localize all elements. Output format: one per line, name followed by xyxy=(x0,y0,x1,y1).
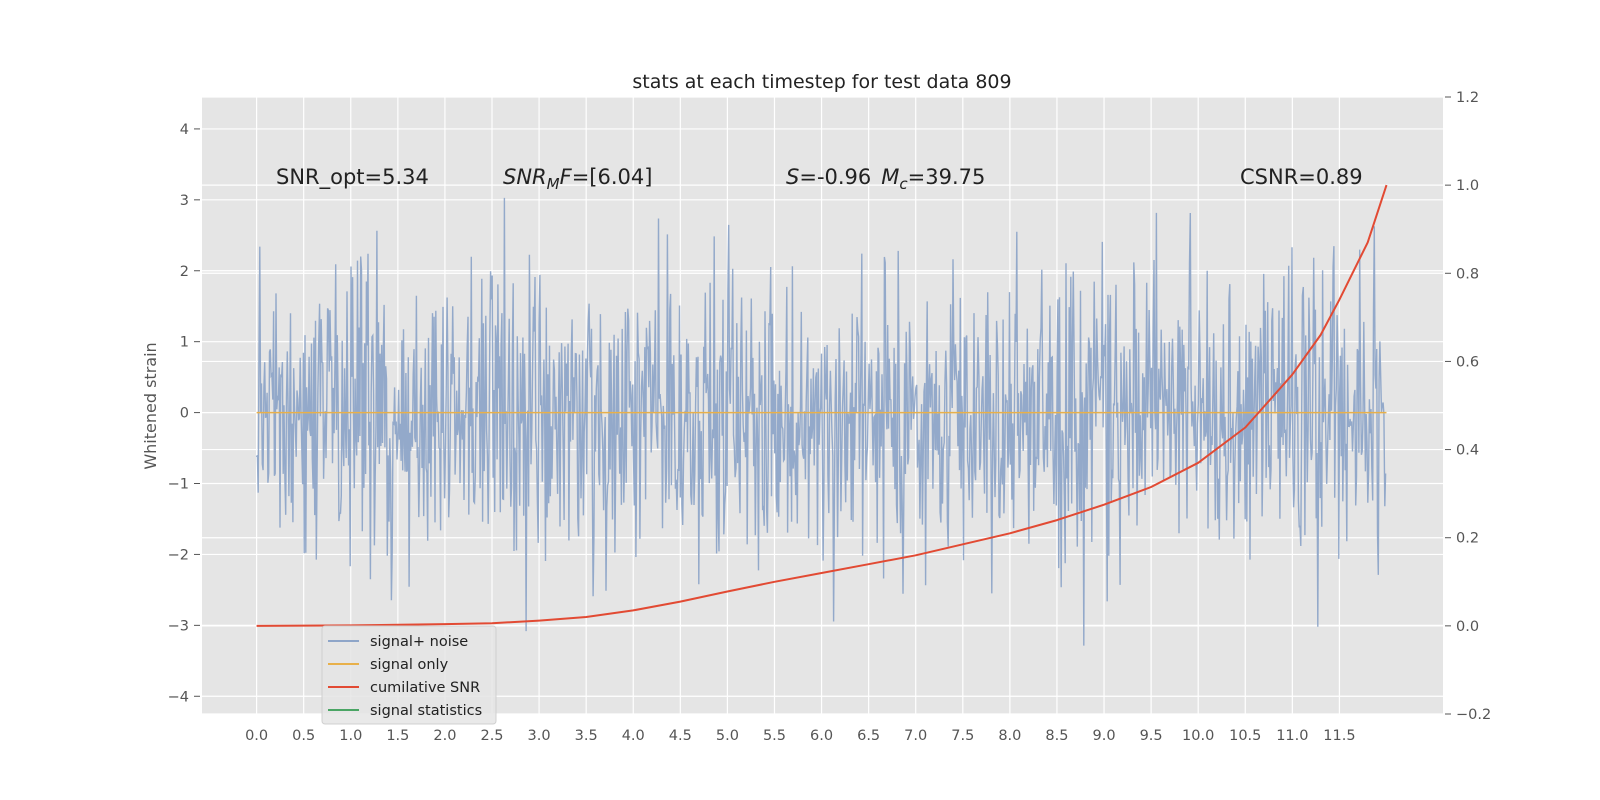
legend-label-signal-noise: signal+ noise xyxy=(370,634,468,650)
x-tick-label: 4.5 xyxy=(669,728,692,744)
x-tick-label: 6.5 xyxy=(857,728,880,744)
y2-tick-label: 0.6 xyxy=(1456,354,1479,370)
y2-tick-label: −0.2 xyxy=(1456,707,1491,723)
x-tick-label: 7.0 xyxy=(904,728,927,744)
x-tick-label: 9.5 xyxy=(1140,728,1163,744)
x-tick-label: 10.5 xyxy=(1229,728,1261,744)
x-tick-label: 6.0 xyxy=(810,728,833,744)
y2-tick-label: 1.2 xyxy=(1456,90,1479,106)
s-value: =-0.96 xyxy=(799,165,871,189)
y-tick-label: −2 xyxy=(168,547,189,563)
series-cumulative-snr xyxy=(256,184,1388,627)
x-tick-label: 5.0 xyxy=(716,728,739,744)
x-tick-label: 9.0 xyxy=(1093,728,1116,744)
mc-symbol: M xyxy=(881,165,899,189)
y-tick-label: −3 xyxy=(168,618,189,634)
y-tick-label: 1 xyxy=(180,335,189,351)
y-tick-label: 3 xyxy=(180,193,189,209)
annotation-csnr: CSNR=0.89 xyxy=(1240,165,1363,189)
x-tick-label: 8.5 xyxy=(1045,728,1068,744)
legend: signal+ noise signal only cumilative SNR… xyxy=(321,625,497,725)
snr-mf-symbol: SNR xyxy=(503,165,547,189)
series-signal-noise xyxy=(255,197,1387,646)
y-tick-label: 4 xyxy=(180,122,189,138)
y-tick-label: 0 xyxy=(180,406,189,422)
x-tick-label: 4.0 xyxy=(622,728,645,744)
legend-box xyxy=(321,625,497,725)
cumulative-snr-line xyxy=(256,184,1388,627)
y-tick-label: −4 xyxy=(168,689,189,705)
x-tick-label: 1.0 xyxy=(339,728,362,744)
x-tick-label: 3.0 xyxy=(528,728,551,744)
axis-ticks: 0.0 0.5 1.0 1.5 2.0 2.5 3.0 3.5 4.0 4.5 5.0 5.5 6.0 6… xyxy=(168,90,1492,744)
s-symbol: S xyxy=(786,165,799,189)
annotation-snr-opt: SNR_opt=5.34 xyxy=(276,165,429,190)
snr-mf-value: =[6.04] xyxy=(572,165,653,189)
y2-tick-label: 1.0 xyxy=(1456,178,1479,194)
y2-tick-label: 0.4 xyxy=(1456,443,1479,459)
y-tick-label: −1 xyxy=(168,477,189,493)
chart-title: stats at each timestep for test data 809 xyxy=(632,71,1011,93)
y2-tick-label: 0.0 xyxy=(1456,619,1479,635)
x-tick-label: 2.0 xyxy=(433,728,456,744)
x-tick-label: 1.5 xyxy=(386,728,409,744)
x-tick-label: 3.5 xyxy=(575,728,598,744)
x-tick-label: 11.5 xyxy=(1323,728,1355,744)
snr-mf-subscript: M xyxy=(547,175,560,193)
x-tick-label: 0.5 xyxy=(292,728,315,744)
mc-value: =39.75 xyxy=(908,165,986,189)
snr-mf-f: F xyxy=(560,165,573,189)
legend-label-signal-statistics: signal statistics xyxy=(370,703,482,719)
x-tick-label: 2.5 xyxy=(480,728,503,744)
mc-subscript: c xyxy=(899,175,908,193)
x-tick-label: 10.0 xyxy=(1182,728,1214,744)
y2-tick-label: 0.2 xyxy=(1456,531,1479,547)
signal-noise-line xyxy=(255,197,1387,646)
annotation-snr-mf: SNRMF=[6.04] xyxy=(503,165,652,193)
x-tick-label: 8.0 xyxy=(998,728,1021,744)
legend-label-cumulative-snr: cumilative SNR xyxy=(370,680,480,696)
y2-tick-label: 0.8 xyxy=(1456,266,1479,282)
legend-label-signal-only: signal only xyxy=(370,657,449,673)
y-tick-label: 2 xyxy=(180,264,189,280)
x-tick-label: 5.5 xyxy=(763,728,786,744)
annotation-s-mc: S=-0.96 Mc=39.75 xyxy=(786,165,985,193)
x-tick-label: 7.5 xyxy=(951,728,974,744)
x-tick-label: 11.0 xyxy=(1276,728,1308,744)
y-axis-label: Whitened strain xyxy=(141,342,160,469)
x-tick-label: 0.0 xyxy=(245,728,268,744)
